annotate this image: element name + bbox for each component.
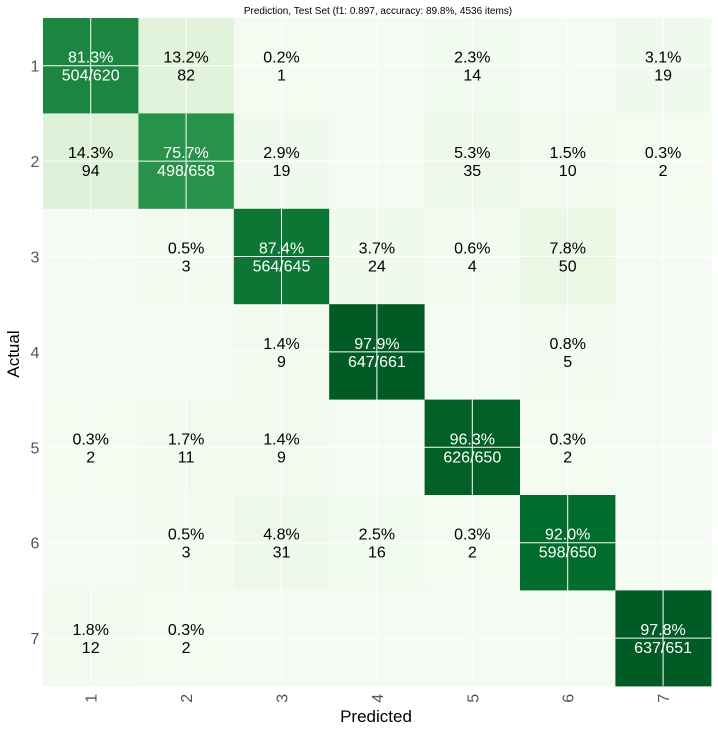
cell-percent-label: 7.8% [549, 241, 585, 258]
cell-count-label: 626/650 [443, 449, 501, 466]
cell-percent-label: 0.3% [645, 145, 681, 162]
x-tick-label: 6 [561, 694, 578, 703]
cell-count-label: 16 [368, 545, 386, 562]
cell-count-label: 9 [277, 449, 286, 466]
cell-count-label: 564/645 [253, 259, 311, 276]
y-axis-label: Actual [4, 330, 23, 377]
x-axis-label: Predicted [340, 707, 412, 726]
chart-title: Prediction, Test Set (f1: 0.897, accurac… [244, 6, 512, 17]
cell-count-label: 5 [563, 354, 572, 371]
cell-count-label: 11 [178, 449, 195, 466]
cell-percent-label: 0.6% [454, 241, 490, 258]
x-tick-label: 1 [84, 694, 101, 703]
cell-percent-label: 97.8% [640, 622, 685, 639]
cell-count-label: 1 [277, 68, 286, 85]
cell-percent-label: 2.9% [263, 145, 299, 162]
y-tick-label: 2 [31, 154, 40, 171]
cell-percent-label: 0.2% [263, 50, 299, 67]
cell-percent-label: 96.3% [450, 431, 495, 448]
cell-percent-label: 0.3% [168, 622, 204, 639]
cell-count-label: 82 [177, 68, 195, 85]
cell-percent-label: 1.4% [263, 336, 299, 353]
cell-percent-label: 1.4% [263, 431, 299, 448]
cell-percent-label: 1.8% [72, 622, 108, 639]
cell-count-label: 19 [654, 68, 672, 85]
cell-count-label: 35 [463, 163, 481, 180]
cell-count-label: 2 [659, 163, 668, 180]
cell-count-label: 504/620 [62, 68, 120, 85]
cell-percent-label: 2.5% [359, 527, 395, 544]
cell-count-label: 50 [559, 259, 577, 276]
x-tick-labels: 1 2 3 4 5 6 7 [84, 694, 673, 703]
y-tick-label: 6 [31, 536, 40, 553]
cell-count-label: 2 [182, 640, 191, 657]
cell-percent-label: 1.7% [168, 431, 204, 448]
cell-labels: 81.3%504/62013.2%820.2%12.3%143.1%1914.3… [62, 50, 692, 657]
cell-percent-label: 0.5% [168, 241, 204, 258]
cell-count-label: 3 [182, 259, 191, 276]
cell-count-label: 598/650 [539, 545, 597, 562]
x-tick-label: 3 [275, 694, 292, 703]
cell-percent-label: 3.7% [359, 241, 395, 258]
cell-count-label: 498/658 [157, 163, 215, 180]
y-tick-label: 7 [31, 631, 40, 648]
cell-count-label: 9 [277, 354, 286, 371]
y-tick-label: 5 [31, 440, 40, 457]
cell-percent-label: 0.3% [454, 527, 490, 544]
cell-percent-label: 97.9% [354, 336, 399, 353]
cell-count-label: 12 [82, 640, 100, 657]
cell-percent-label: 4.8% [263, 527, 299, 544]
cell-percent-label: 2.3% [454, 50, 490, 67]
y-tick-label: 3 [31, 250, 40, 267]
cell-count-label: 3 [182, 545, 191, 562]
cell-percent-label: 0.3% [72, 431, 108, 448]
x-tick-label: 5 [465, 694, 482, 703]
cell-count-label: 2 [86, 449, 95, 466]
y-tick-label: 4 [31, 345, 40, 362]
cell-percent-label: 1.5% [549, 145, 585, 162]
x-tick-label: 7 [656, 694, 673, 703]
grid-lines [43, 18, 711, 686]
cell-percent-label: 92.0% [545, 527, 590, 544]
cell-percent-label: 0.3% [549, 431, 585, 448]
cell-count-label: 19 [273, 163, 291, 180]
cell-count-label: 24 [368, 259, 386, 276]
cell-count-label: 4 [468, 259, 477, 276]
cell-count-label: 94 [82, 163, 100, 180]
cell-count-label: 647/661 [348, 354, 406, 371]
cell-count-label: 14 [463, 68, 481, 85]
x-tick-label: 2 [179, 694, 196, 703]
cell-percent-label: 75.7% [163, 145, 208, 162]
cell-percent-label: 14.3% [68, 145, 113, 162]
x-tick-label: 4 [370, 694, 387, 703]
cell-percent-label: 13.2% [163, 50, 208, 67]
cell-percent-label: 5.3% [454, 145, 490, 162]
cell-count-label: 10 [559, 163, 577, 180]
y-tick-label: 1 [31, 59, 40, 76]
cell-percent-label: 0.5% [168, 527, 204, 544]
cell-count-label: 637/651 [634, 640, 692, 657]
cell-percent-label: 87.4% [259, 241, 304, 258]
cell-percent-label: 81.3% [68, 50, 113, 67]
cell-count-label: 2 [468, 545, 477, 562]
cell-percent-label: 0.8% [549, 336, 585, 353]
cell-percent-label: 3.1% [645, 50, 681, 67]
cell-count-label: 2 [563, 449, 572, 466]
y-tick-labels: 1 2 3 4 5 6 7 [31, 59, 40, 648]
cell-count-label: 31 [273, 545, 291, 562]
